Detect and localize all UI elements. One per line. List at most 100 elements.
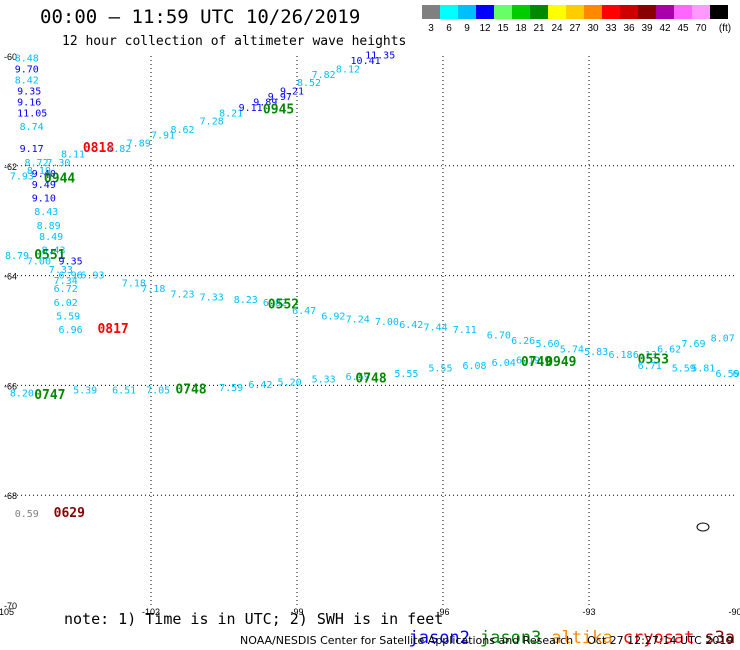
colorbar-swatch <box>674 5 692 19</box>
wave-height-label: 9.16 <box>17 97 41 108</box>
page-subtitle: 12 hour collection of altimeter wave hei… <box>62 34 407 49</box>
legend-altika: altika <box>551 628 613 648</box>
wave-height-label: 5.59 <box>56 312 80 323</box>
wave-height-label: 7.23 <box>170 290 194 301</box>
wave-height-label: 8.19 <box>27 166 51 177</box>
colorbar-label: (ft) <box>719 23 731 34</box>
wave-height-label: 6.19 <box>516 355 540 366</box>
colorbar-swatch <box>692 5 710 19</box>
wave-height-label: 9.35 <box>17 86 41 97</box>
satellite-legend: jason2 jason3 altika cryosat s3a <box>388 608 740 648</box>
y-tick-label: -66 <box>4 381 17 391</box>
wave-height-label: 6.42 <box>399 320 423 331</box>
wave-height-label: 6.42 <box>248 380 272 391</box>
wave-height-label: 9.49 <box>32 180 56 191</box>
x-tick-label: -93 <box>582 607 595 617</box>
wave-height-label: 6.72 <box>54 284 78 295</box>
wave-height-label: 6.26 <box>511 336 535 347</box>
colorbar-label: 45 <box>677 23 689 34</box>
wave-height-label: 5.20 <box>278 377 302 388</box>
wave-height-label: 5.55 <box>428 364 452 375</box>
wave-height-label: 5.81 <box>691 364 715 375</box>
colorbar-swatch <box>512 5 530 19</box>
colorbar-swatch <box>602 5 620 19</box>
wave-height-label: 8.89 <box>37 221 61 232</box>
wave-height-label: 9.89 <box>253 97 277 108</box>
pass-time-label: 0748 <box>175 383 206 398</box>
legend-s3a: s3a <box>704 628 736 648</box>
wave-height-label: 6.70 <box>487 331 511 342</box>
wave-height-label: 6.51 <box>112 386 136 397</box>
wave-height-label: 7.82 <box>107 144 131 155</box>
colorbar-label: 12 <box>479 23 491 34</box>
wave-height-label: 8.74 <box>20 122 44 133</box>
wave-height-label: 7.00 <box>375 317 399 328</box>
x-tick-label: -90 <box>728 607 740 617</box>
colorbar-label: 39 <box>641 23 653 34</box>
colorbar-swatch <box>476 5 494 19</box>
wave-height-label: 7.91 <box>151 130 175 141</box>
wave-height-label: 7.33 <box>200 292 224 303</box>
wave-height-label: 8.21 <box>219 108 243 119</box>
colorbar-label: 24 <box>551 23 563 34</box>
wave-height-label: 9.97 <box>268 92 292 103</box>
colorbar-label: 36 <box>623 23 635 34</box>
wave-height-label: 6.59 <box>716 369 740 380</box>
wave-height-label: 10.41 <box>351 56 381 67</box>
wave-height-label: 6.71 <box>638 361 662 372</box>
wave-height-label: 6.79 <box>733 369 740 380</box>
wave-height-label: 7.24 <box>346 314 370 325</box>
wave-height-label: 8.43 <box>42 246 66 257</box>
footer-note: note: 1) Time is in UTC; 2) SWH is in fe… <box>64 610 444 628</box>
colorbar-label: 70 <box>695 23 707 34</box>
wave-height-label: 7.69 <box>681 339 705 350</box>
x-tick-label: -105 <box>0 607 14 617</box>
colorbar-swatch <box>620 5 638 19</box>
colorbar-label: 21 <box>533 23 545 34</box>
wave-height-label: 7.28 <box>200 117 224 128</box>
wave-height-label: 6.93 <box>80 270 104 281</box>
wave-height-label: 5.83 <box>584 347 608 358</box>
wave-height-label: 7.00 <box>27 257 51 268</box>
wave-height-label: 11.35 <box>365 51 395 62</box>
credit-line: NOAA/NESDIS Center for Satellite Applica… <box>240 634 734 647</box>
wave-height-label: 11.05 <box>17 108 47 119</box>
pass-time-label: 0629 <box>54 506 85 521</box>
x-tick-label: -99 <box>290 607 303 617</box>
wave-height-label: 5.59 <box>672 364 696 375</box>
pass-time-label: 0553 <box>638 352 669 367</box>
wave-height-label: 8.23 <box>234 295 258 306</box>
pass-time-label: 0945 <box>263 103 294 118</box>
wave-height-label: 8.49 <box>39 232 63 243</box>
pass-time-label: 0818 <box>83 141 114 156</box>
legend-cryosat: cryosat <box>622 628 695 648</box>
pass-time-label: 0748 <box>355 372 386 387</box>
pass-time-label: 0551 <box>34 248 65 263</box>
wave-height-label: 9.70 <box>15 64 39 75</box>
wave-height-label: 5.60 <box>535 339 559 350</box>
wave-height-label: 8.52 <box>297 78 321 89</box>
wave-height-label: 8.20 <box>10 388 34 399</box>
y-tick-label: -68 <box>4 491 17 501</box>
wave-height-label: 6.47 <box>292 306 316 317</box>
wave-height-label: 9.10 <box>32 193 56 204</box>
colorbar-swatch <box>440 5 458 19</box>
colorbar-swatch <box>422 5 440 19</box>
colorbar-swatch <box>494 5 512 19</box>
wave-height-label: 7.30 <box>46 158 70 169</box>
colorbar-swatch <box>638 5 656 19</box>
wave-height-label: 7.93 <box>10 172 34 183</box>
wave-height-label: 6.82 <box>263 298 287 309</box>
colorbar-label: 9 <box>464 23 470 34</box>
wave-height-label: 7.18 <box>122 279 146 290</box>
wave-height-label: 5.33 <box>312 375 336 386</box>
wave-height-label: 7.89 <box>127 139 151 150</box>
wave-height-label: 7.05 <box>146 386 170 397</box>
wave-height-label: 6.18 <box>608 350 632 361</box>
wave-height-label: 6.92 <box>321 312 345 323</box>
pass-time-label: 0747 <box>34 388 65 403</box>
page-title: 00:00 – 11:59 UTC 10/26/2019 <box>40 6 361 28</box>
wave-height-label: 6.62 <box>657 344 681 355</box>
wave-height-label: 7.82 <box>312 70 336 81</box>
colorbar-label: 15 <box>497 23 509 34</box>
